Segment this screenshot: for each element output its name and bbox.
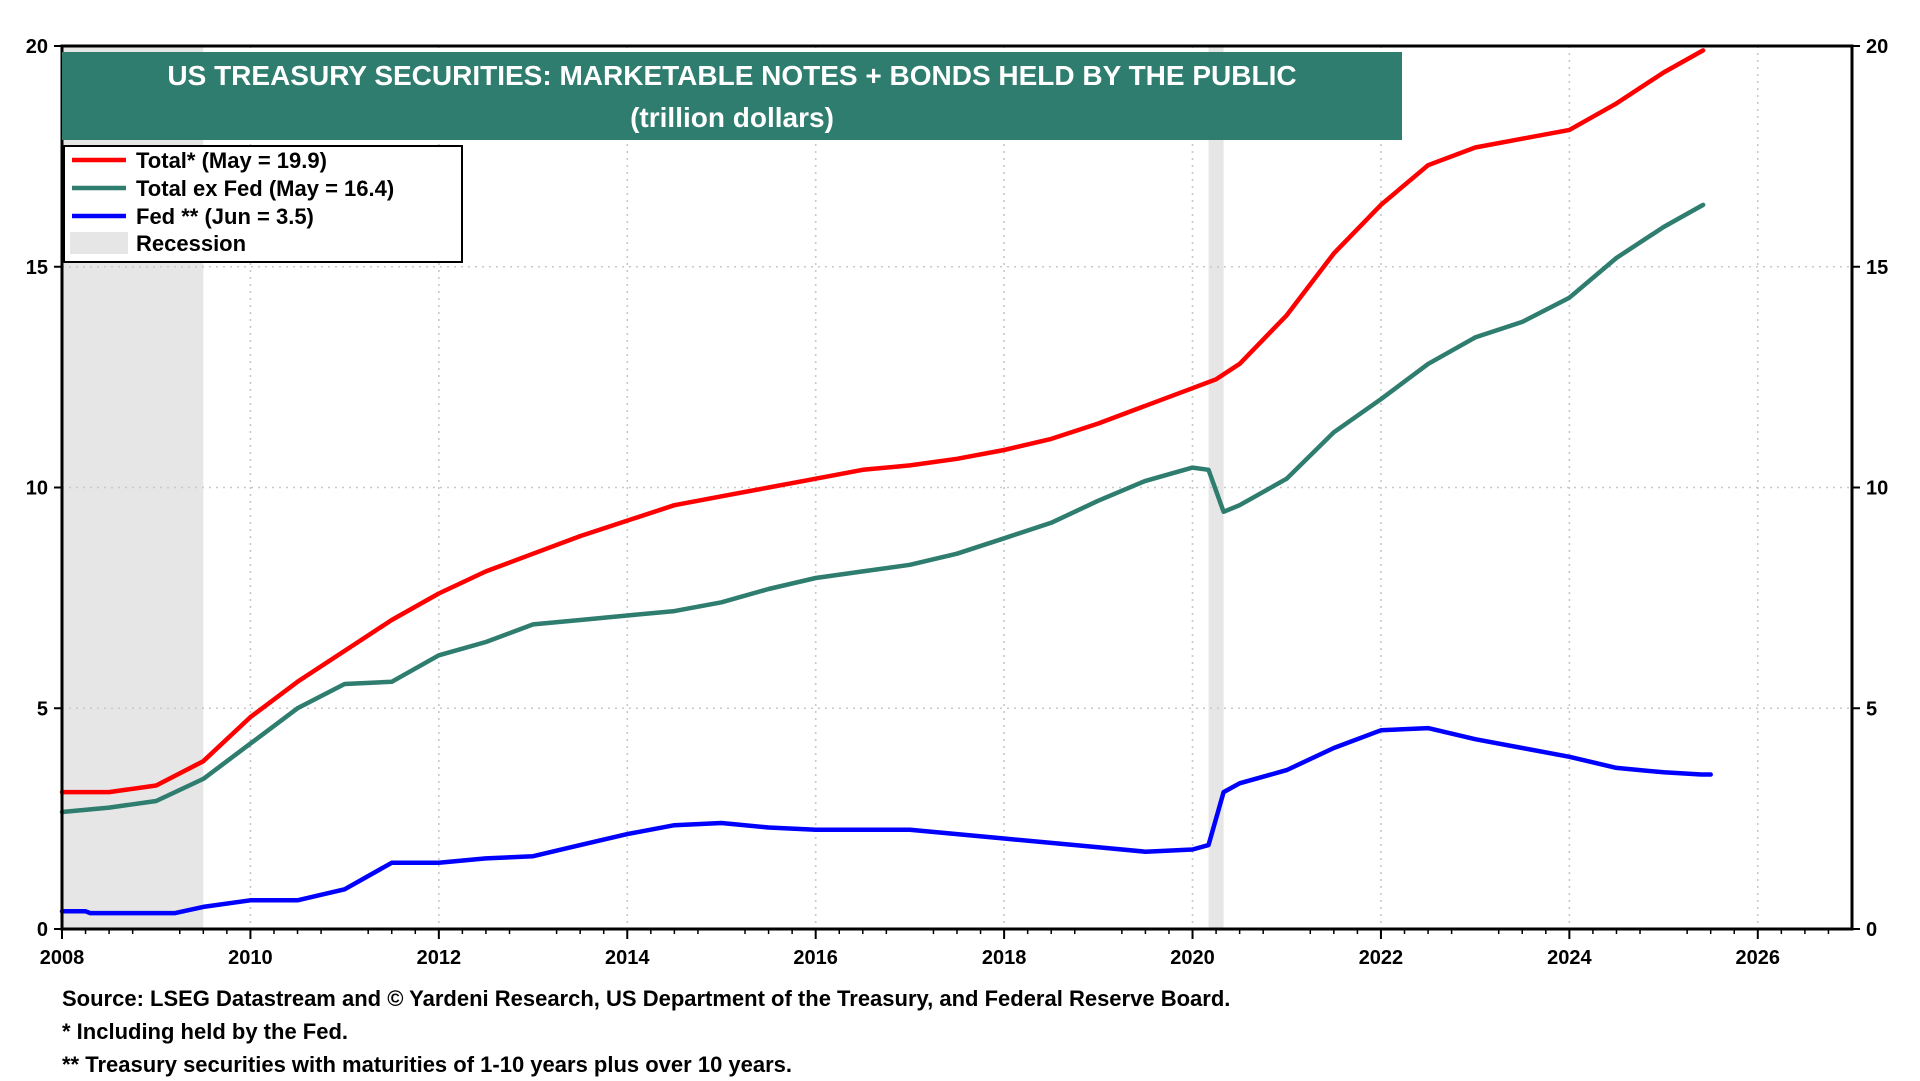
footnote-maturities: ** Treasury securities with maturities o… xyxy=(62,1052,793,1077)
x-tick-label-2008: 2008 xyxy=(40,947,85,969)
legend: Total* (May = 19.9) Total ex Fed (May = … xyxy=(63,145,463,263)
x-tick-label-2016: 2016 xyxy=(793,947,838,969)
x-tick-label-2020: 2020 xyxy=(1170,947,1215,969)
x-tick-label-2018: 2018 xyxy=(982,947,1027,969)
legend-label-fed: Fed ** (Jun = 3.5) xyxy=(136,204,314,229)
gridlines xyxy=(62,46,1852,929)
x-axis-ticks: 2008 2010 2012 2014 2016 2018 2020 2022 2024 2026 xyxy=(40,929,1830,969)
y-tick-label-left-5: 5 xyxy=(37,698,48,720)
y-tick-label-right-5: 5 xyxy=(1866,698,1877,720)
x-tick-label-2012: 2012 xyxy=(417,947,462,969)
legend-swatch-recession xyxy=(70,232,128,254)
chart-subtitle: (trillion dollars) xyxy=(630,102,834,133)
title-box: US TREASURY SECURITIES: MARKETABLE NOTES… xyxy=(62,52,1402,140)
series-line-2 xyxy=(59,202,1706,815)
x-tick-label-2014: 2014 xyxy=(605,947,650,969)
source-note: Source: LSEG Datastream and © Yardeni Re… xyxy=(62,986,1231,1011)
x-tick-label-2024: 2024 xyxy=(1547,947,1592,969)
legend-label-total: Total* (May = 19.9) xyxy=(136,148,327,173)
y-axis-ticks: 0 0 5 5 10 10 15 15 20 20 xyxy=(26,36,1889,941)
title-background xyxy=(62,52,1402,140)
series-line-3 xyxy=(59,725,1713,916)
footnote-fed: * Including held by the Fed. xyxy=(62,1019,349,1044)
y-tick-label-right-15: 15 xyxy=(1866,257,1888,279)
y-tick-label-left-20: 20 xyxy=(26,36,48,58)
series-line-1 xyxy=(59,48,1706,795)
y-tick-label-right-0: 0 xyxy=(1866,919,1877,941)
x-tick-label-2022: 2022 xyxy=(1359,947,1404,969)
data-series xyxy=(59,48,1713,916)
y-tick-label-right-10: 10 xyxy=(1866,478,1888,500)
y-tick-label-left-10: 10 xyxy=(26,478,48,500)
footnotes: Source: LSEG Datastream and © Yardeni Re… xyxy=(62,982,1230,1081)
y-tick-label-left-0: 0 xyxy=(37,919,48,941)
legend-label-recession: Recession xyxy=(136,231,246,256)
legend-box xyxy=(63,145,463,263)
x-tick-label-2010: 2010 xyxy=(228,947,273,969)
y-tick-label-left-15: 15 xyxy=(26,257,48,279)
y-tick-label-right-20: 20 xyxy=(1866,36,1888,58)
legend-label-total-ex-fed: Total ex Fed (May = 16.4) xyxy=(136,176,394,201)
chart-title: US TREASURY SECURITIES: MARKETABLE NOTES… xyxy=(167,60,1296,91)
x-tick-label-2026: 2026 xyxy=(1736,947,1781,969)
